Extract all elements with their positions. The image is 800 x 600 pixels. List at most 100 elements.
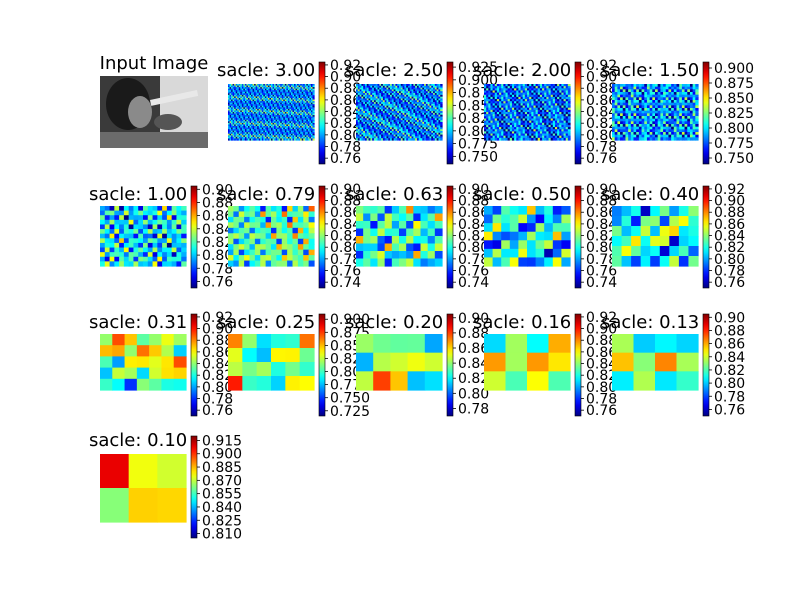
colorbar-tick-label: 0.925: [458, 60, 498, 76]
scale-panel: 0.900.880.860.840.820.800.780.760.74sacl…: [473, 182, 617, 291]
colorbar-tick-label: 0.76: [586, 403, 617, 419]
colorbar-tick-label: 0.76: [202, 403, 233, 419]
colorbar-tick-label: 0.78: [202, 392, 233, 408]
colorbar-tick-label: 0.86: [202, 345, 233, 361]
colorbar-tick-label: 0.90: [330, 70, 361, 86]
colorbar-tick-label: 0.900: [714, 61, 754, 77]
heatmap: [100, 334, 187, 391]
scale-panel: 0.920.900.880.860.840.820.800.780.76sacl…: [217, 58, 361, 167]
scale-panel-title: sacle: 0.20: [345, 312, 443, 333]
colorbar-tick-label: 0.86: [330, 93, 361, 109]
colorbar-tick-label: 0.90: [458, 182, 489, 198]
colorbar-tick-label: 0.78: [586, 252, 617, 268]
colorbar-tick-label: 0.76: [458, 264, 489, 280]
colorbar-tick-label: 0.80: [330, 128, 361, 144]
colorbar: 0.900.880.860.840.820.800.780.760.74: [446, 182, 489, 291]
colorbar-tick-label: 0.92: [586, 58, 617, 74]
colorbar-tick-label: 0.74: [458, 275, 489, 291]
colorbar: 0.920.900.880.860.840.820.800.780.76: [574, 310, 617, 419]
colorbar-tick-label: 0.86: [458, 341, 489, 357]
colorbar-tick-label: 0.900: [202, 447, 242, 463]
scale-panel-title: sacle: 2.50: [345, 60, 443, 81]
scale-panel: 0.900.880.860.840.820.800.780.760.74sacl…: [217, 182, 361, 291]
heatmap: [356, 334, 443, 391]
colorbar-tick-label: 0.78: [714, 389, 745, 405]
colorbar-tick-label: 0.78: [714, 264, 745, 280]
colorbar-tick-label: 0.84: [586, 105, 617, 121]
scale-panel-title: sacle: 3.00: [217, 60, 315, 81]
colorbar-tick-label: 0.800: [714, 121, 754, 137]
colorbar-tick-label: 0.78: [586, 140, 617, 156]
colorbar-tick-label: 0.84: [714, 350, 745, 366]
heatmap: [484, 84, 571, 141]
colorbar: 0.900.880.860.840.820.800.780.76: [190, 182, 233, 290]
colorbar-tick-label: 0.90: [586, 182, 617, 198]
scale-panel: 0.920.900.880.860.840.820.800.780.76sacl…: [473, 58, 617, 167]
colorbar-tick-label: 0.90: [714, 194, 745, 210]
colorbar-tick-label: 0.80: [714, 252, 745, 268]
colorbar-tick-label: 0.885: [202, 460, 242, 476]
colorbar-tick-label: 0.76: [586, 264, 617, 280]
colorbar-tick-label: 0.82: [330, 229, 361, 245]
colorbar-tick-label: 0.82: [202, 235, 233, 251]
colorbar-tick-label: 0.82: [458, 371, 489, 387]
colorbar-tick-label: 0.80: [586, 128, 617, 144]
colorbar: 0.920.900.880.860.840.820.800.780.76: [574, 58, 617, 167]
input-image-title: Input Image: [100, 53, 209, 74]
scale-panel-title: sacle: 0.25: [217, 312, 315, 333]
colorbar-tick-label: 0.90: [586, 322, 617, 338]
colorbar-tick-label: 0.92: [586, 310, 617, 326]
colorbar-tick-label: 0.82: [586, 116, 617, 132]
colorbar-tick-label: 0.76: [714, 275, 745, 291]
colorbar-tick-label: 0.88: [586, 194, 617, 210]
colorbar-tick-label: 0.88: [330, 194, 361, 210]
colorbar-tick-label: 0.900: [330, 312, 370, 328]
colorbar-tick-label: 0.78: [458, 401, 489, 417]
colorbar-tick-label: 0.80: [586, 240, 617, 256]
heatmap: [100, 454, 187, 523]
scale-panel-title: sacle: 0.16: [473, 312, 571, 333]
colorbar-tick-label: 0.870: [202, 473, 242, 489]
colorbar-tick-label: 0.82: [330, 116, 361, 132]
scale-panel-title: sacle: 0.79: [217, 184, 315, 205]
scale-panel-title: sacle: 1.00: [89, 184, 187, 205]
heatmap: [484, 206, 571, 267]
colorbar-tick-label: 0.86: [202, 209, 233, 225]
colorbar-tick-label: 0.84: [330, 105, 361, 121]
colorbar-tick-label: 0.78: [330, 252, 361, 268]
scale-panel-title: sacle: 1.50: [601, 60, 699, 81]
colorbar-tick-label: 0.92: [714, 182, 745, 198]
scale-panel: 0.9000.8750.8500.8250.8000.7750.750sacle…: [601, 60, 754, 167]
scale-panel-title: sacle: 0.31: [89, 312, 187, 333]
input-image-photo: [100, 76, 208, 148]
heatmap: [228, 84, 315, 141]
colorbar-tick-label: 0.86: [458, 205, 489, 221]
colorbar-tick-label: 0.90: [458, 311, 489, 327]
colorbar-tick-label: 0.90: [202, 322, 233, 338]
colorbar-tick-label: 0.92: [330, 58, 361, 74]
colorbar-tick-label: 0.80: [586, 380, 617, 396]
colorbar-tick-label: 0.84: [202, 222, 233, 238]
colorbar-tick-label: 0.825: [202, 513, 242, 529]
scale-panel: 0.9150.9000.8850.8700.8550.8400.8250.810…: [89, 430, 242, 543]
colorbar-tick-label: 0.825: [714, 106, 754, 122]
colorbar-tick-label: 0.76: [330, 151, 361, 167]
scale-panel-title: sacle: 2.00: [473, 60, 571, 81]
scale-panel: 0.920.900.880.860.840.820.800.780.76sacl…: [473, 310, 617, 419]
scale-panel-title: sacle: 0.13: [601, 312, 699, 333]
colorbar-tick-label: 0.80: [330, 240, 361, 256]
colorbar: 0.900.880.860.840.820.800.780.760.74: [318, 182, 361, 291]
colorbar-tick-label: 0.86: [586, 205, 617, 221]
colorbar-tick-label: 0.84: [586, 357, 617, 373]
colorbar-tick-label: 0.750: [458, 149, 498, 165]
colorbar: 0.920.900.880.860.840.820.800.780.76: [318, 58, 361, 167]
scale-panel: 0.920.900.880.860.840.820.800.780.76sacl…: [601, 182, 745, 291]
heatmap: [484, 334, 571, 391]
colorbar-tick-label: 0.82: [714, 363, 745, 379]
colorbar-tick-label: 0.88: [202, 196, 233, 212]
scale-panel-title: sacle: 0.50: [473, 184, 571, 205]
heatmap: [612, 206, 699, 267]
